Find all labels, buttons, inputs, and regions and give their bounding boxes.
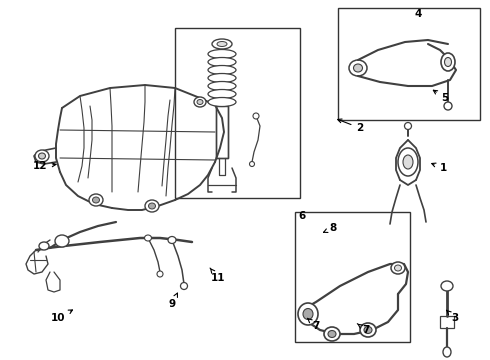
- Text: 3: 3: [446, 310, 459, 323]
- Ellipse shape: [328, 330, 336, 338]
- Ellipse shape: [89, 194, 103, 206]
- Ellipse shape: [444, 58, 451, 67]
- Ellipse shape: [55, 235, 69, 247]
- Text: 1: 1: [432, 163, 446, 173]
- Ellipse shape: [145, 200, 159, 212]
- Ellipse shape: [253, 113, 259, 119]
- Ellipse shape: [303, 309, 313, 320]
- Bar: [338, 8, 480, 120]
- Bar: [175, 28, 300, 198]
- Ellipse shape: [394, 265, 401, 271]
- Ellipse shape: [398, 148, 418, 176]
- Ellipse shape: [403, 155, 413, 169]
- Ellipse shape: [180, 283, 188, 289]
- Ellipse shape: [212, 39, 232, 49]
- Ellipse shape: [208, 98, 236, 107]
- Ellipse shape: [208, 58, 236, 67]
- Text: 12: 12: [33, 161, 56, 171]
- Ellipse shape: [324, 327, 340, 341]
- Ellipse shape: [208, 73, 236, 82]
- Ellipse shape: [364, 327, 372, 333]
- Text: 6: 6: [298, 211, 306, 221]
- Ellipse shape: [360, 323, 376, 337]
- Text: 7: 7: [357, 324, 369, 335]
- Ellipse shape: [145, 235, 151, 241]
- Text: 10: 10: [51, 310, 73, 323]
- Ellipse shape: [197, 99, 203, 104]
- Ellipse shape: [208, 66, 236, 75]
- Ellipse shape: [208, 49, 236, 58]
- Bar: [216, 106, 228, 158]
- Ellipse shape: [217, 41, 227, 46]
- Ellipse shape: [405, 122, 412, 130]
- Bar: [440, 316, 454, 328]
- Text: 2: 2: [338, 119, 364, 133]
- Ellipse shape: [443, 347, 451, 357]
- Ellipse shape: [35, 150, 49, 162]
- Bar: [295, 212, 410, 342]
- Ellipse shape: [39, 242, 49, 250]
- Text: 4: 4: [415, 9, 422, 19]
- Ellipse shape: [157, 271, 163, 277]
- Text: 8: 8: [323, 223, 337, 233]
- Text: 5: 5: [433, 90, 449, 103]
- Ellipse shape: [208, 81, 236, 90]
- Ellipse shape: [168, 237, 176, 243]
- Ellipse shape: [249, 162, 254, 166]
- Ellipse shape: [391, 262, 405, 274]
- Ellipse shape: [349, 60, 367, 76]
- Ellipse shape: [148, 203, 155, 209]
- Ellipse shape: [444, 102, 452, 110]
- Ellipse shape: [194, 97, 206, 107]
- Ellipse shape: [441, 53, 455, 71]
- Ellipse shape: [93, 197, 99, 203]
- Ellipse shape: [298, 303, 318, 325]
- Text: 7: 7: [307, 318, 319, 331]
- Ellipse shape: [353, 64, 363, 72]
- Text: 9: 9: [169, 293, 177, 309]
- Ellipse shape: [208, 90, 236, 99]
- Ellipse shape: [39, 153, 46, 159]
- Text: 11: 11: [210, 268, 225, 283]
- Ellipse shape: [441, 281, 453, 291]
